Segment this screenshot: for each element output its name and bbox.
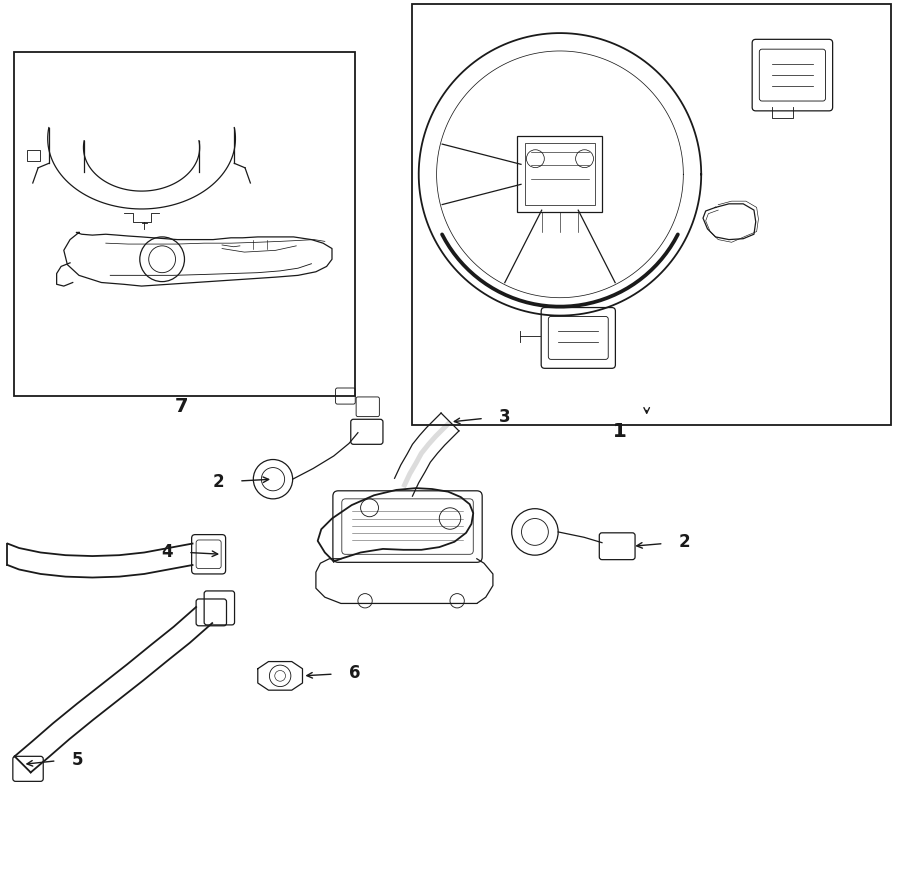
Text: 1: 1: [613, 422, 626, 442]
Bar: [525, 143, 595, 206]
Text: 7: 7: [175, 397, 189, 417]
Text: 6: 6: [349, 664, 361, 682]
Text: 4: 4: [161, 543, 173, 561]
Text: 2: 2: [679, 533, 690, 551]
Text: 1: 1: [613, 422, 626, 442]
Bar: [26, 150, 40, 161]
Bar: [14, 52, 356, 396]
Text: 5: 5: [72, 751, 84, 769]
Bar: [412, 4, 891, 425]
Bar: [518, 137, 602, 213]
Text: 3: 3: [500, 408, 511, 426]
Text: 2: 2: [212, 473, 224, 491]
